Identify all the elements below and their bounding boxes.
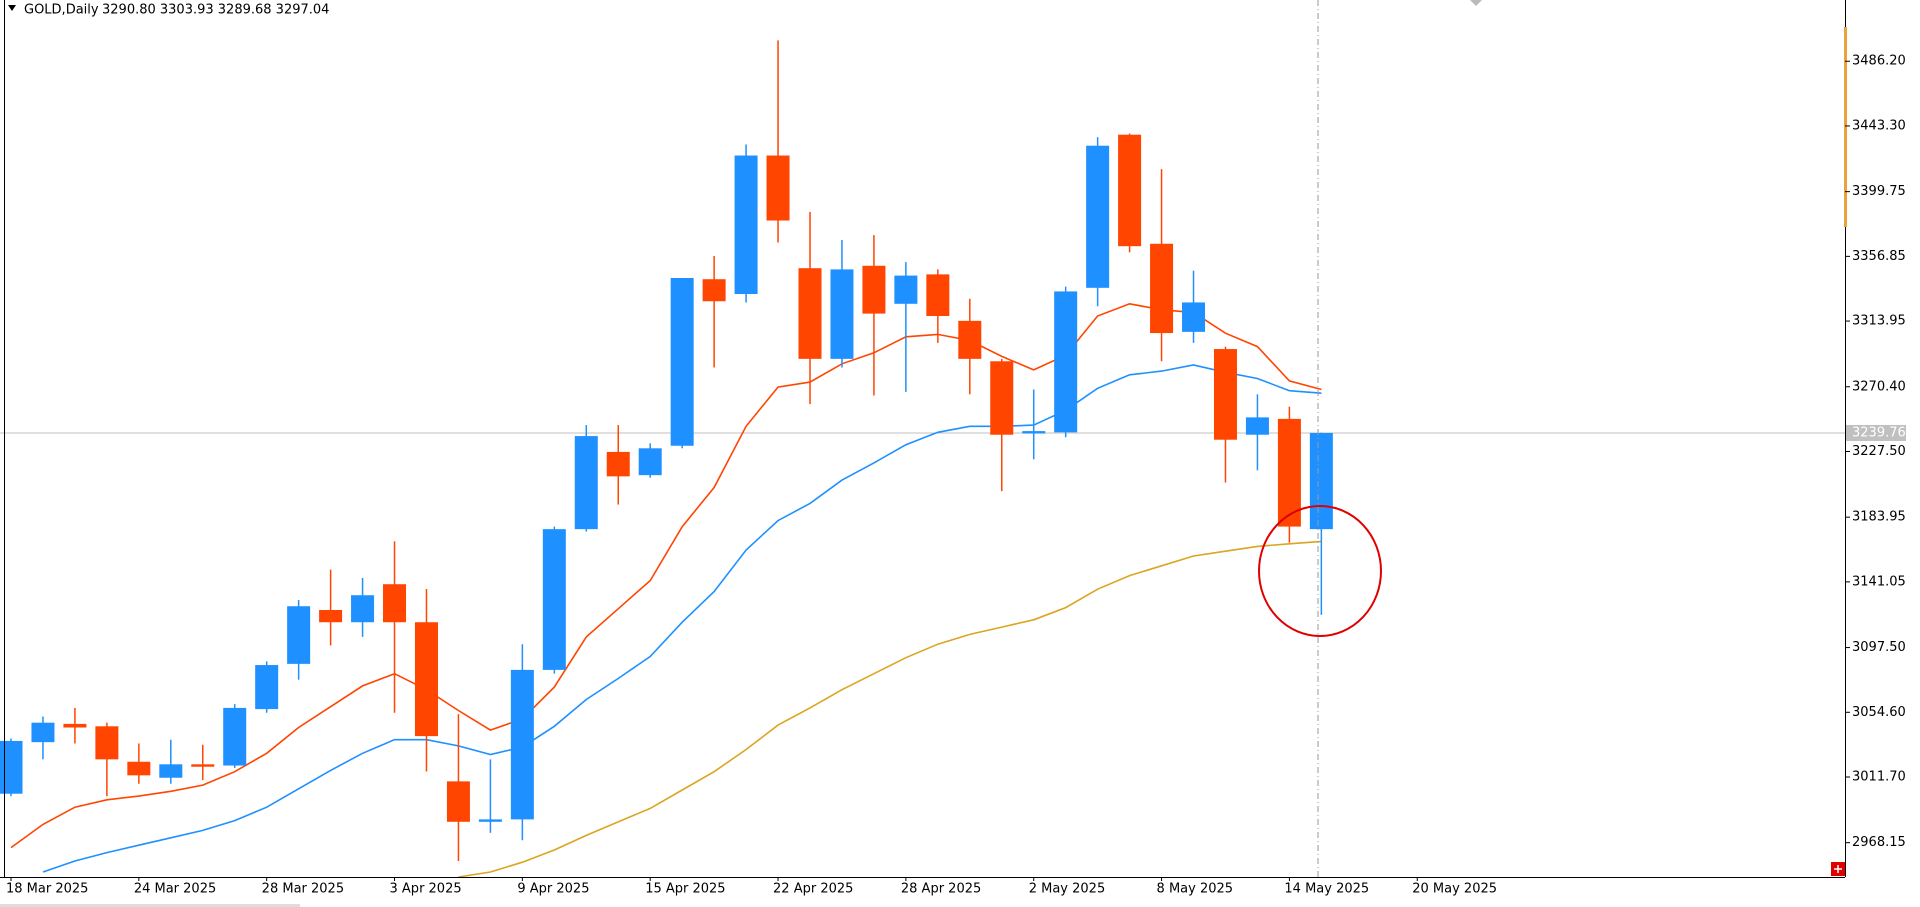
candle-body — [1277, 418, 1301, 527]
y-tick-label: 3313.95 — [1852, 314, 1906, 329]
x-tick-label: 28 Apr 2025 — [901, 882, 981, 897]
candle-body — [287, 606, 311, 664]
candle-body — [414, 622, 438, 737]
plot-area — [0, 40, 1845, 877]
candle-body — [510, 669, 534, 820]
x-tick-label: 28 Mar 2025 — [262, 882, 344, 897]
candle-body — [1245, 417, 1269, 435]
candle-body — [127, 761, 151, 776]
moving-average — [458, 540, 1322, 877]
x-tick-label: 24 Mar 2025 — [134, 882, 216, 897]
moving-average — [42, 364, 1322, 873]
candle-body — [798, 268, 822, 359]
price-label-bg — [1846, 424, 1906, 441]
axis-highlight — [1844, 27, 1847, 227]
candle-body — [670, 278, 694, 446]
marker — [1470, 0, 1482, 6]
candle-body — [1086, 145, 1110, 288]
y-tick-label: 3011.70 — [1852, 769, 1906, 784]
y-tick-label: 3141.05 — [1852, 574, 1906, 589]
candle-body — [830, 269, 854, 359]
candle-body — [1213, 349, 1237, 440]
candle-body — [894, 275, 918, 304]
x-tick-label: 9 Apr 2025 — [517, 882, 589, 897]
candle-body — [319, 610, 343, 623]
y-tick-label: 3356.85 — [1852, 249, 1906, 264]
candle-body — [1118, 134, 1142, 247]
candle-body — [1309, 432, 1333, 530]
candle-body — [542, 529, 566, 670]
moving-average — [10, 302, 1322, 849]
menu-arrow — [8, 5, 16, 11]
candle-body — [351, 595, 375, 623]
candle-body — [638, 448, 662, 476]
candle-body — [1054, 291, 1078, 433]
x-tick-label: 20 May 2025 — [1412, 882, 1497, 897]
y-tick-label: 3486.20 — [1852, 54, 1906, 69]
highlight-circle — [1258, 505, 1382, 637]
candle-body — [159, 764, 183, 778]
candle-body — [926, 274, 950, 317]
y-tick-label: 3097.50 — [1852, 640, 1906, 655]
y-tick-label: 3443.30 — [1852, 118, 1906, 133]
candle-body — [478, 819, 502, 822]
candle-body — [862, 265, 886, 314]
x-tick-label: 3 Apr 2025 — [390, 882, 462, 897]
x-tick-label: 18 Mar 2025 — [6, 882, 88, 897]
candle-body — [95, 726, 119, 760]
y-tick-label: 3183.95 — [1852, 510, 1906, 525]
candle-body — [1150, 243, 1174, 334]
candle-body — [1182, 302, 1206, 332]
x-tick-label: 14 May 2025 — [1284, 882, 1369, 897]
y-tick-label: 2968.15 — [1852, 835, 1906, 850]
candle-body — [574, 436, 598, 530]
candle-body — [766, 155, 790, 221]
x-tick-label: 2 May 2025 — [1029, 882, 1106, 897]
y-tick-label: 3227.50 — [1852, 444, 1906, 459]
y-tick-label: 3399.75 — [1852, 184, 1906, 199]
candle-body — [958, 320, 982, 359]
candle-body — [606, 451, 630, 477]
candle-body — [990, 361, 1014, 435]
candle-body — [446, 781, 470, 822]
candle-body — [383, 584, 407, 623]
y-tick-label: 3054.60 — [1852, 705, 1906, 720]
y-tick-label: 3270.40 — [1852, 379, 1906, 394]
candle-body — [31, 722, 55, 743]
candle-body — [63, 723, 87, 728]
x-tick-label: 8 May 2025 — [1157, 882, 1234, 897]
x-tick-label: 22 Apr 2025 — [773, 882, 853, 897]
price-label: 3239.76 — [1852, 425, 1906, 440]
candle-body — [0, 740, 23, 794]
candle-body — [702, 279, 726, 302]
add-icon — [1834, 865, 1842, 873]
chart-title: GOLD,Daily — [24, 3, 99, 18]
candle-body — [223, 707, 247, 766]
candle-body — [734, 155, 758, 294]
x-tick-label: 15 Apr 2025 — [645, 882, 725, 897]
chart-subtitle: 3290.80 3303.93 3289.68 3297.04 — [102, 3, 329, 18]
scrollbar[interactable] — [0, 904, 300, 907]
candle-body — [191, 764, 215, 767]
candle-body — [1022, 431, 1046, 434]
candle-body — [255, 665, 279, 710]
